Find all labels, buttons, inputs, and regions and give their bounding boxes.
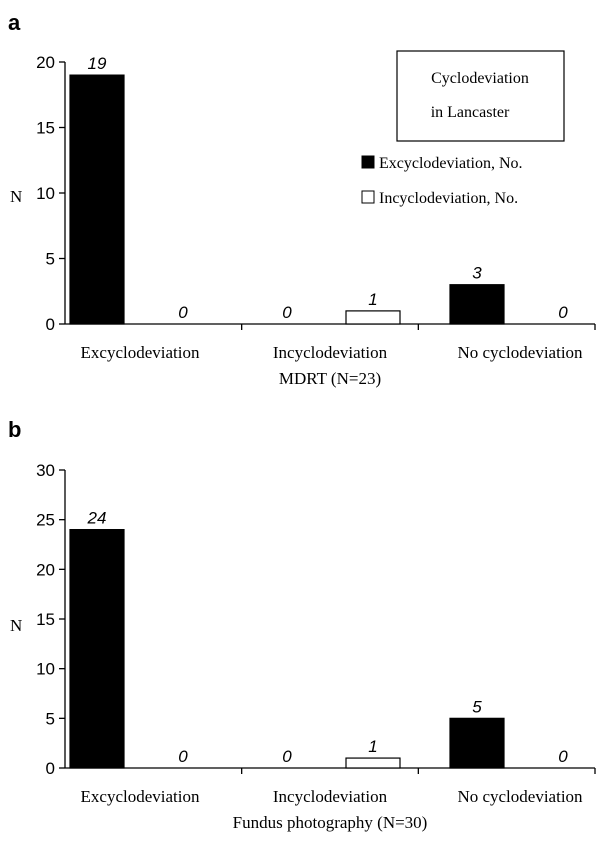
bar-value-label: 0	[558, 303, 568, 322]
y-tick-label: 20	[36, 53, 55, 72]
bar-value-label: 3	[472, 264, 482, 283]
panel-a-bars	[69, 74, 505, 325]
bar-value-label: 0	[282, 303, 292, 322]
bar-value-label: 0	[282, 747, 292, 766]
panel-a-category-labels: Excyclodeviation Incyclodeviation No cyclo…	[81, 343, 584, 362]
category-label: Incyclodeviation	[273, 787, 388, 806]
y-tick-label: 10	[36, 660, 55, 679]
y-tick-label: 25	[36, 511, 55, 530]
bar-value-label: 5	[472, 697, 482, 716]
bar-value-label: 19	[88, 54, 107, 73]
panel-a-x-axis-label: MDRT (N=23)	[279, 369, 381, 388]
bar	[449, 717, 505, 769]
bar-value-label: 0	[558, 747, 568, 766]
bar	[69, 528, 125, 769]
bar	[449, 284, 505, 325]
panel-a-y-axis-label: N	[10, 187, 22, 206]
legend-swatch-incyclodeviation	[361, 190, 375, 204]
bar-value-label: 0	[178, 303, 188, 322]
panel-a-chart: a N 0 5 10 15 20 19 0 0 1 3 0 Excyclodeviation Inc…	[8, 10, 596, 388]
bar-value-label: 1	[368, 290, 377, 309]
y-tick-label: 0	[46, 759, 55, 778]
panel-b-category-labels: Excyclodeviation Incyclodeviation No cyclo…	[81, 787, 584, 806]
y-tick-label: 20	[36, 560, 55, 579]
y-tick-label: 15	[36, 610, 55, 629]
bar	[345, 757, 401, 769]
panel-a-y-ticks: 0 5 10 15 20	[36, 53, 65, 334]
y-tick-label: 15	[36, 119, 55, 138]
panel-b-x-ticks	[241, 768, 596, 774]
bar	[69, 74, 125, 325]
category-label: Excyclodeviation	[81, 787, 200, 806]
panel-a-x-ticks	[241, 324, 596, 330]
legend-entry-excyclodeviation: Excyclodeviation, No.	[379, 155, 523, 172]
category-label: No cyclodeviation	[457, 343, 583, 362]
y-tick-label: 30	[36, 461, 55, 480]
y-tick-label: 5	[46, 709, 55, 728]
panel-b-data-labels: 24 0 0 1 5 0	[87, 509, 569, 766]
y-tick-label: 5	[46, 250, 55, 269]
panel-a-letter: a	[8, 10, 21, 35]
panel-b-bars	[69, 528, 505, 769]
bar-value-label: 0	[178, 747, 188, 766]
legend: Cyclodeviation in Lancaster Excyclodevia…	[361, 50, 565, 207]
bar-value-label: 24	[87, 509, 107, 528]
panel-b-letter: b	[8, 417, 21, 442]
category-label: Incyclodeviation	[273, 343, 388, 362]
panel-b-y-axis-label: N	[10, 616, 22, 635]
legend-title-line-1: Cyclodeviation	[431, 70, 529, 87]
category-label: No cyclodeviation	[457, 787, 583, 806]
legend-entry-incyclodeviation: Incyclodeviation, No.	[379, 190, 518, 207]
legend-title-line-2: in Lancaster	[431, 104, 510, 121]
legend-swatch-excyclodeviation	[361, 155, 375, 169]
category-label: Excyclodeviation	[81, 343, 200, 362]
bar-value-label: 1	[368, 737, 377, 756]
panel-b-y-ticks: 0 5 10 15 20 25 30	[36, 461, 65, 778]
bar	[345, 310, 401, 325]
y-tick-label: 10	[36, 184, 55, 203]
y-tick-label: 0	[46, 315, 55, 334]
panel-b-x-axis-label: Fundus photography (N=30)	[233, 813, 428, 832]
legend-title-box	[396, 50, 565, 142]
panel-a-data-labels: 19 0 0 1 3 0	[88, 54, 569, 322]
